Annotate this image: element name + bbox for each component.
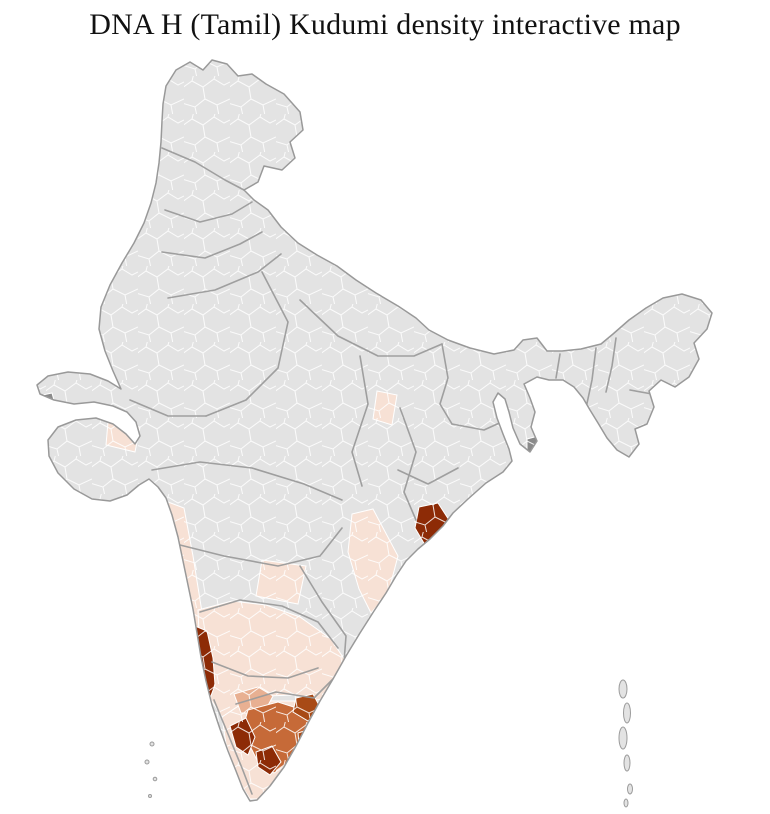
state-border-line: [397, 467, 459, 485]
island[interactable]: [148, 794, 152, 798]
state-border-line: [235, 671, 341, 705]
state-border-line: [299, 565, 347, 663]
state-border-line: [161, 231, 263, 259]
andaman-nicobar-islands[interactable]: [618, 679, 633, 808]
island[interactable]: [623, 798, 629, 808]
district-borders-fill: [37, 60, 712, 801]
island[interactable]: [627, 783, 633, 795]
island[interactable]: [618, 679, 628, 699]
island[interactable]: [623, 754, 631, 772]
state-border-line: [167, 253, 282, 299]
state-border-line: [175, 527, 343, 567]
island[interactable]: [144, 759, 150, 765]
state-borders: [129, 147, 669, 795]
state-border-line: [211, 661, 319, 679]
island[interactable]: [618, 726, 628, 750]
state-border-line: [164, 201, 253, 223]
district-borders-layer: [37, 60, 712, 801]
state-border-line: [161, 147, 245, 191]
island[interactable]: [152, 776, 158, 782]
state-border-line: [205, 271, 289, 417]
page-title: DNA H (Tamil) Kudumi density interactive…: [89, 8, 681, 41]
state-border-line: [439, 343, 453, 425]
state-border-line: [199, 599, 339, 649]
island[interactable]: [149, 741, 155, 747]
national-outline: [36, 59, 713, 802]
state-border-line: [351, 355, 369, 487]
state-border-line: [299, 299, 443, 357]
state-border-line: [399, 407, 417, 521]
state-border-line: [151, 461, 343, 501]
island[interactable]: [623, 702, 631, 724]
state-border-line: [555, 337, 669, 409]
state-border-line: [213, 699, 253, 795]
state-border-line: [129, 399, 207, 417]
lakshadweep-islands[interactable]: [144, 741, 158, 798]
